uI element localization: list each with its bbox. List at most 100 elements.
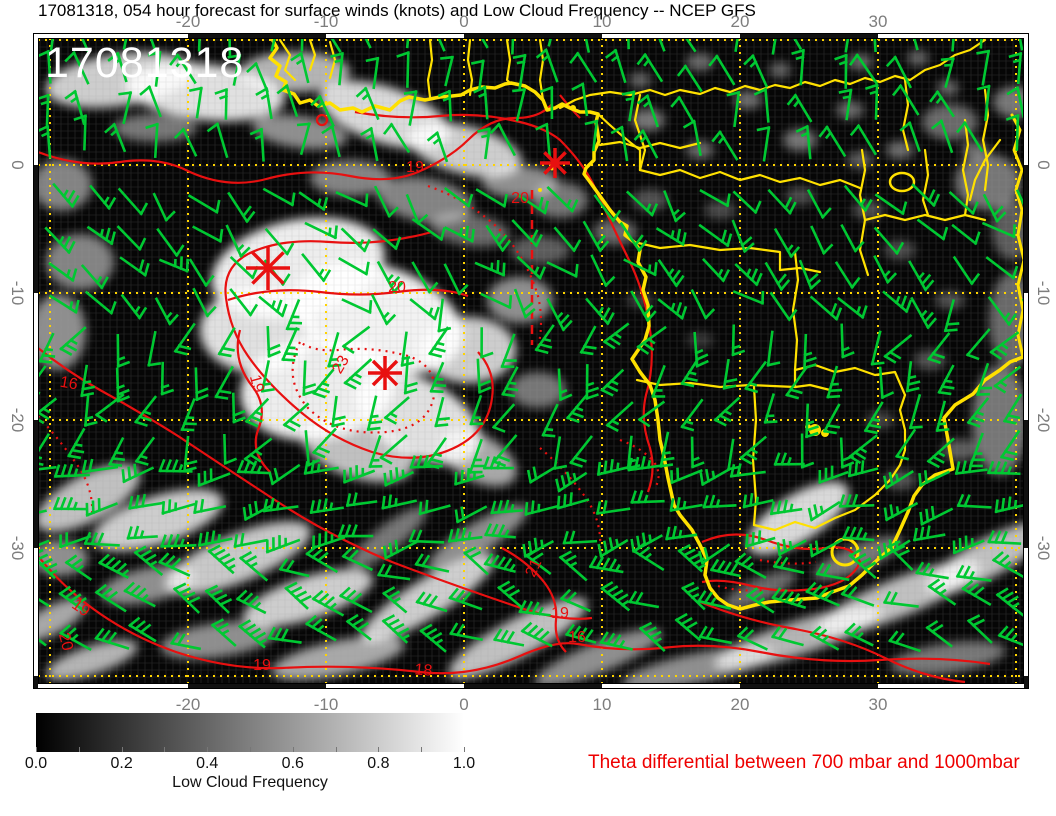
cloud-blob <box>310 160 390 196</box>
colorbar-notch <box>164 747 166 752</box>
neatline-inner-border <box>38 38 1024 684</box>
wind-barb <box>383 396 410 425</box>
wind-barb <box>711 130 739 161</box>
wind-barb <box>476 358 492 394</box>
wind-barb <box>204 584 233 614</box>
wind-barb <box>539 85 554 120</box>
wind-barb <box>847 460 879 478</box>
wind-barb <box>373 185 399 218</box>
country-border <box>466 38 474 97</box>
country-border <box>752 393 907 532</box>
wind-barb <box>447 527 483 543</box>
contour-label: 16 <box>568 629 586 646</box>
wind-barb <box>753 87 770 123</box>
wind-barb <box>58 532 92 549</box>
wind-barb <box>690 436 705 469</box>
cloud-blob <box>922 104 978 140</box>
wind-barb <box>133 545 164 577</box>
neatline-seg <box>740 33 878 38</box>
wind-barb <box>565 394 588 424</box>
wind-barb <box>147 330 162 367</box>
wind-barb <box>763 393 778 424</box>
colorbar-notch <box>207 747 209 752</box>
cloud-blob <box>349 506 427 570</box>
wind-barb <box>94 627 130 650</box>
wind-barb <box>428 326 450 358</box>
wind-barb <box>878 366 895 400</box>
wind-barb <box>192 225 224 243</box>
wind-barb <box>651 364 666 399</box>
wind-barb <box>311 589 345 617</box>
wind-barb <box>479 327 494 359</box>
wind-barb <box>81 458 119 474</box>
wind-barb <box>67 427 86 460</box>
wind-barb <box>918 470 951 488</box>
wind-barb <box>736 626 768 651</box>
wind-barb <box>126 525 158 540</box>
wind-barb <box>107 51 128 83</box>
wind-barb <box>188 86 203 119</box>
wind-barb <box>966 397 990 428</box>
wind-barb <box>160 361 175 396</box>
east-coast-line <box>1010 113 1026 359</box>
wind-barb <box>769 291 798 322</box>
theta-contour <box>354 110 654 493</box>
wind-barb <box>249 127 265 162</box>
wind-barb <box>910 296 938 330</box>
wind-barb <box>443 263 469 296</box>
wind-barb <box>863 401 884 435</box>
wind-barb <box>268 463 301 486</box>
wind-barb <box>489 122 517 157</box>
axis-tick-top: -10 <box>313 12 339 31</box>
theta-contour-dotted <box>37 415 94 517</box>
wind-barb <box>309 498 344 515</box>
wind-barb <box>285 299 303 331</box>
contour-label: 21 <box>522 556 545 579</box>
neatline-seg <box>1024 165 1029 293</box>
wind-barb <box>341 298 373 315</box>
theta-contour <box>224 230 494 459</box>
wind-barb <box>818 125 847 158</box>
wind-barb <box>158 552 191 577</box>
wind-barb <box>844 622 874 647</box>
wind-barb <box>630 532 663 553</box>
contour-label: 20 <box>55 631 76 653</box>
wind-barb <box>556 492 590 510</box>
wind-barb <box>951 223 981 246</box>
wind-barb <box>266 326 281 358</box>
wind-barb <box>636 94 660 128</box>
wind-barb <box>604 48 627 84</box>
wind-barb <box>870 330 885 366</box>
axis-tick-bottom: 30 <box>868 695 888 714</box>
wind-barb <box>236 459 269 475</box>
wind-barb <box>912 525 946 542</box>
wind-barb <box>360 126 379 162</box>
wind-barb <box>484 523 516 539</box>
cloud-blob <box>935 291 965 309</box>
wind-barb <box>108 436 126 467</box>
wind-barb <box>35 124 52 159</box>
country-border <box>961 118 970 217</box>
wind-barb <box>864 83 879 120</box>
axis-tick-bottom: -20 <box>175 695 201 714</box>
wind-barb <box>745 587 775 614</box>
wind-barb <box>411 261 439 294</box>
wind-barb <box>630 489 665 504</box>
wind-barb <box>477 127 491 160</box>
wind-barb <box>123 581 156 608</box>
cloud-blob <box>377 176 473 224</box>
cloud-blob <box>847 151 873 169</box>
wind-barb <box>999 429 1021 462</box>
wind-barb <box>278 558 310 578</box>
wind-barb <box>414 553 450 573</box>
country-border <box>901 78 910 152</box>
wind-barb <box>1005 114 1020 151</box>
wind-barb <box>836 296 868 320</box>
wind-barb <box>628 590 660 609</box>
wind-barb <box>665 525 698 541</box>
cloud-blob <box>510 372 566 408</box>
wind-barb <box>888 630 922 653</box>
wind-barb <box>440 55 454 87</box>
wind-barb <box>961 579 992 606</box>
wind-barb <box>891 83 920 116</box>
